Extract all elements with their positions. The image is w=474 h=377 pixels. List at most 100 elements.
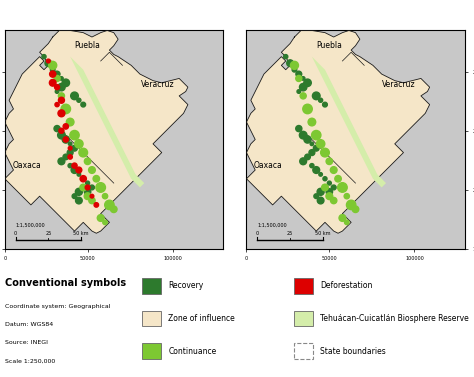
Circle shape	[60, 77, 63, 80]
Circle shape	[97, 215, 104, 221]
Circle shape	[292, 67, 297, 72]
Circle shape	[54, 75, 60, 81]
Circle shape	[96, 183, 105, 192]
Circle shape	[80, 176, 86, 182]
Circle shape	[296, 75, 302, 81]
Circle shape	[71, 167, 78, 173]
Circle shape	[335, 176, 341, 182]
Text: Scale 1:250,000: Scale 1:250,000	[5, 359, 55, 364]
Circle shape	[66, 118, 74, 126]
FancyBboxPatch shape	[294, 311, 313, 326]
Circle shape	[102, 193, 108, 199]
Circle shape	[328, 181, 331, 185]
Polygon shape	[246, 31, 429, 233]
Circle shape	[45, 60, 52, 66]
Circle shape	[58, 97, 64, 103]
Circle shape	[58, 83, 65, 91]
Polygon shape	[70, 57, 144, 187]
Text: Continuance: Continuance	[168, 346, 217, 356]
Circle shape	[301, 77, 305, 80]
Text: 25: 25	[287, 231, 293, 236]
Circle shape	[42, 55, 46, 59]
Circle shape	[283, 55, 288, 59]
Text: Coordinate system: Geographical: Coordinate system: Geographical	[5, 304, 110, 309]
Circle shape	[58, 158, 65, 165]
Circle shape	[58, 131, 65, 139]
Circle shape	[50, 71, 56, 77]
Circle shape	[81, 185, 86, 190]
Polygon shape	[312, 57, 386, 187]
Circle shape	[352, 206, 359, 213]
Circle shape	[90, 194, 94, 198]
Circle shape	[55, 90, 59, 93]
Circle shape	[75, 139, 83, 148]
Circle shape	[55, 85, 60, 90]
Circle shape	[319, 98, 323, 102]
Circle shape	[337, 183, 347, 192]
Circle shape	[46, 59, 50, 63]
Circle shape	[86, 181, 90, 185]
Circle shape	[72, 194, 77, 199]
FancyBboxPatch shape	[142, 311, 161, 326]
Circle shape	[322, 185, 328, 190]
Circle shape	[346, 200, 356, 210]
Circle shape	[62, 136, 69, 143]
Circle shape	[79, 148, 88, 157]
Circle shape	[326, 158, 333, 164]
Circle shape	[50, 67, 55, 72]
Circle shape	[317, 188, 324, 195]
Text: 1:1,500,000: 1:1,500,000	[257, 223, 287, 228]
Circle shape	[330, 167, 337, 173]
Text: Deforestation: Deforestation	[320, 281, 372, 290]
Circle shape	[62, 79, 70, 87]
Circle shape	[61, 104, 71, 114]
Circle shape	[103, 220, 107, 225]
Circle shape	[305, 154, 310, 160]
Circle shape	[300, 158, 307, 165]
Text: Zone of influence: Zone of influence	[168, 314, 235, 323]
Circle shape	[90, 185, 94, 190]
Circle shape	[309, 150, 315, 156]
Circle shape	[63, 154, 69, 160]
Text: 50 km: 50 km	[315, 231, 330, 236]
FancyBboxPatch shape	[142, 278, 161, 294]
Circle shape	[72, 163, 77, 168]
Circle shape	[304, 136, 311, 143]
Circle shape	[55, 103, 59, 107]
Text: Veracruz: Veracruz	[141, 80, 174, 89]
Circle shape	[70, 130, 79, 140]
Text: 0: 0	[256, 231, 259, 236]
Text: Source: INEGI: Source: INEGI	[5, 340, 48, 345]
Circle shape	[63, 137, 68, 142]
Circle shape	[71, 92, 78, 100]
Circle shape	[308, 118, 316, 126]
Circle shape	[89, 167, 95, 173]
Circle shape	[94, 203, 99, 207]
Circle shape	[54, 126, 60, 132]
Circle shape	[58, 110, 65, 117]
Circle shape	[80, 184, 87, 191]
Circle shape	[81, 102, 86, 107]
Circle shape	[313, 167, 319, 173]
Circle shape	[93, 176, 100, 182]
Circle shape	[310, 164, 314, 168]
Circle shape	[77, 173, 81, 176]
Circle shape	[323, 177, 327, 181]
Text: Oaxaca: Oaxaca	[254, 161, 283, 170]
Circle shape	[105, 200, 114, 210]
Circle shape	[319, 173, 322, 176]
Circle shape	[300, 93, 306, 99]
Circle shape	[75, 197, 82, 204]
FancyBboxPatch shape	[294, 278, 313, 294]
Circle shape	[312, 92, 320, 100]
Text: 50 km: 50 km	[73, 231, 89, 236]
Circle shape	[72, 145, 77, 151]
Circle shape	[84, 158, 91, 164]
Circle shape	[76, 167, 82, 173]
Circle shape	[330, 198, 337, 204]
Circle shape	[311, 130, 321, 140]
Circle shape	[77, 98, 81, 102]
Polygon shape	[5, 31, 188, 233]
Text: Datum: WGS84: Datum: WGS84	[5, 322, 53, 327]
Polygon shape	[308, 35, 334, 65]
